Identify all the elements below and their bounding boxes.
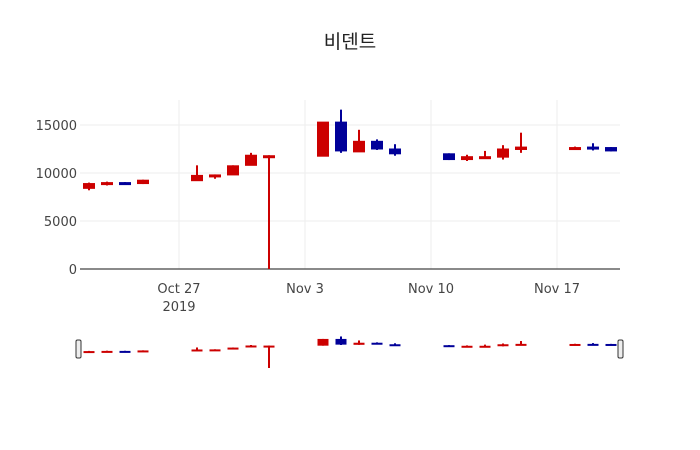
range-slider[interactable] — [75, 336, 624, 368]
candle[interactable] — [83, 182, 95, 191]
slider-candle — [389, 343, 401, 347]
candle[interactable] — [335, 109, 347, 153]
candle[interactable] — [227, 165, 239, 176]
candle[interactable] — [191, 165, 203, 182]
slider-candle — [191, 347, 203, 352]
slider-candle — [227, 347, 239, 350]
x-tick-label: Oct 27 — [157, 282, 200, 297]
candle[interactable] — [245, 152, 257, 166]
range-slider-right-handle[interactable] — [617, 339, 624, 359]
candle[interactable] — [119, 182, 131, 186]
slider-candle — [479, 344, 491, 348]
slider-candle — [245, 345, 257, 348]
candle[interactable] — [137, 179, 149, 185]
x-tick-year: 2019 — [162, 300, 195, 315]
slider-candle — [83, 350, 95, 354]
slider-candle — [209, 349, 221, 352]
x-tick-label: Nov 17 — [534, 282, 580, 297]
x-tick-label: Nov 10 — [408, 282, 454, 297]
y-axis: 0 5000 10000 15000 — [36, 119, 77, 278]
candle[interactable] — [101, 181, 113, 186]
candle[interactable] — [479, 150, 491, 160]
candle[interactable] — [605, 147, 617, 152]
slider-candle — [515, 341, 527, 346]
slider-candle — [317, 338, 329, 346]
slider-candle — [461, 345, 473, 348]
candle[interactable] — [209, 174, 221, 179]
slider-candle — [263, 345, 275, 368]
slider-candle — [101, 350, 113, 353]
x-axis: Oct 27 2019 Nov 3 Nov 10 Nov 17 — [80, 268, 620, 315]
slider-candle — [497, 343, 509, 347]
candle[interactable] — [461, 154, 473, 161]
candle[interactable] — [353, 129, 365, 153]
slider-candle — [137, 350, 149, 353]
y-tick-label: 0 — [69, 263, 77, 278]
slider-candle — [371, 342, 383, 345]
slider-candle — [569, 343, 581, 346]
candle[interactable] — [263, 155, 275, 269]
gridlines — [80, 100, 620, 269]
slider-candle — [605, 343, 617, 346]
candle[interactable] — [443, 153, 455, 161]
candle[interactable] — [389, 144, 401, 156]
candles[interactable] — [83, 109, 617, 269]
candle[interactable] — [569, 146, 581, 151]
slider-candle — [119, 350, 131, 353]
candle[interactable] — [587, 143, 599, 151]
candle[interactable] — [497, 145, 509, 160]
slider-candle — [335, 336, 347, 346]
slider-candle — [587, 343, 599, 346]
y-tick-label: 15000 — [36, 119, 77, 134]
slider-candle — [353, 340, 365, 345]
candle[interactable] — [317, 121, 329, 157]
x-tick-label: Nov 3 — [286, 282, 324, 297]
slider-candle — [443, 345, 455, 348]
candle[interactable] — [371, 139, 383, 150]
y-tick-label: 5000 — [44, 215, 77, 230]
range-slider-left-handle[interactable] — [75, 339, 82, 359]
y-tick-label: 10000 — [36, 167, 77, 182]
chart-title: 비덴트 — [324, 31, 376, 53]
candle[interactable] — [515, 132, 527, 153]
